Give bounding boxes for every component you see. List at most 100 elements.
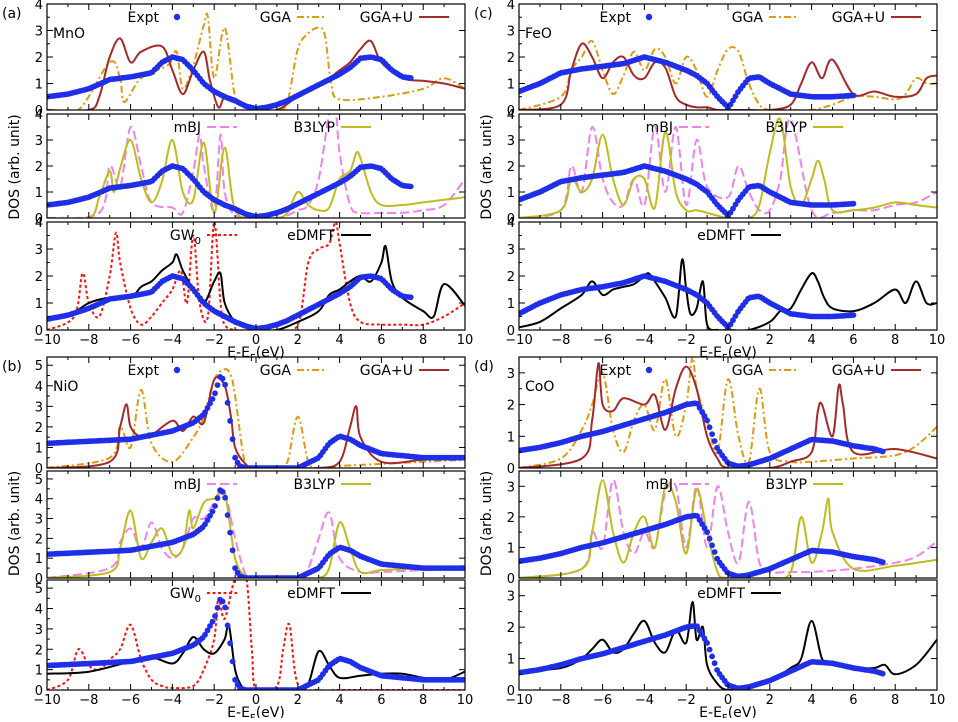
series-edmft [47, 244, 465, 330]
y-tick-label: 3 [35, 623, 43, 638]
y-tick-label: 5 [35, 473, 43, 488]
expt-point [224, 512, 231, 518]
legend: eDMFT [697, 586, 781, 602]
expt-point [696, 405, 703, 411]
expt-point [706, 535, 713, 542]
x-tick-label: −8 [79, 693, 98, 708]
y-tick-label: 1 [35, 297, 43, 312]
plot-area [519, 39, 937, 110]
legend-label-gga-u: GGA+U [832, 363, 885, 379]
expt-point [232, 454, 239, 461]
x-tick-label: 8 [891, 693, 899, 708]
y-tick-label: 0 [507, 572, 515, 587]
expt-point [209, 396, 216, 402]
expt-point [227, 418, 234, 424]
y-tick-label: 3 [35, 243, 43, 258]
y-tick-label: 2 [507, 511, 515, 526]
y-tick-label: 4 [35, 603, 43, 618]
y-tick-label: 2 [507, 399, 515, 414]
legend-label-b3lyp: B3LYP [766, 120, 807, 136]
legend-label-edmft: eDMFT [697, 586, 745, 602]
x-tick-label: 2 [294, 693, 302, 708]
x-tick-label: 10 [929, 693, 946, 708]
expt-point [460, 565, 465, 571]
plot-area [519, 258, 937, 330]
series-expt [47, 273, 414, 330]
x-tick-label: −10 [505, 333, 532, 348]
x-tick-label: −10 [33, 693, 60, 708]
expt-point [407, 294, 414, 301]
material-label: CoO [525, 379, 554, 395]
y-tick-label: 1 [35, 78, 43, 93]
expt-point [209, 508, 216, 515]
legend: Expt GGA GGA+U [599, 10, 921, 26]
series-expt [519, 400, 886, 468]
series-expt [519, 163, 731, 218]
subplot-nio-1: 0 1 2 3 4 5 Expt GGA GGA+U NiO [35, 356, 466, 477]
y-tick-label: 1 [507, 186, 515, 201]
x-tick-label: −4 [163, 333, 182, 348]
series-expt [725, 293, 857, 330]
y-tick-label: 2 [507, 160, 515, 175]
series-expt [47, 596, 465, 690]
material-label: MnO [53, 26, 85, 42]
expt-point [711, 438, 718, 444]
legend-label-edmft: eDMFT [697, 228, 745, 244]
legend: mBJ B3LYP [646, 477, 843, 493]
x-tick-label: 2 [766, 693, 774, 708]
x-tick-label: 6 [377, 693, 385, 708]
y-tick-label: 4 [35, 493, 43, 508]
expt-point [219, 488, 226, 495]
expt-point [232, 565, 239, 571]
legend-label-mbj: mBJ [174, 477, 201, 493]
y-tick-label: 2 [35, 532, 43, 547]
legend-label-gw0: GW0 [170, 228, 201, 247]
y-tick-label: 3 [35, 400, 43, 415]
x-tick-label: 4 [807, 333, 815, 348]
expt-point [214, 604, 221, 611]
series-b3lyp [519, 479, 937, 578]
expt-point [202, 521, 208, 528]
x-tick-label: −4 [635, 333, 654, 348]
expt-point [701, 413, 708, 420]
y-axis-label: DOS (arb. unit) [479, 471, 495, 576]
y-tick-label: 2 [35, 51, 43, 66]
series-expt [47, 163, 414, 218]
series-b3lyp [519, 117, 937, 218]
y-tick-label: 1 [507, 78, 515, 93]
x-tick-label: 2 [766, 333, 774, 348]
x-tick-label: 0 [252, 693, 260, 708]
legend: GW0 eDMFT [170, 228, 371, 247]
expt-point [212, 390, 218, 397]
y-tick-label: 3 [507, 243, 515, 258]
series-mbj [519, 479, 937, 578]
expt-point [229, 436, 236, 443]
x-tick-label: 8 [891, 333, 899, 348]
series-expt [47, 487, 465, 578]
series-expt [519, 273, 731, 330]
x-tick-label: −4 [163, 693, 182, 708]
panel-nio: 0 1 2 3 4 5 Expt GGA GGA+U NiO 0 1 2 3 4 5 mBJ B3LYP −10 −8… [2, 356, 474, 722]
y-tick-label: 0 [35, 572, 43, 587]
expt-point [224, 622, 231, 629]
expt-point [222, 494, 229, 501]
x-tick-label: 6 [377, 333, 385, 348]
expt-point [694, 400, 700, 407]
plot-area [519, 600, 937, 690]
x-tick-label: 10 [457, 693, 474, 708]
y-axis-label: DOS (arb. unit) [479, 114, 495, 219]
y-tick-label: 0 [35, 104, 43, 119]
y-tick-label: 3 [507, 25, 515, 40]
expt-point [227, 640, 234, 647]
x-tick-label: −6 [593, 693, 612, 708]
x-tick-label: −4 [635, 693, 654, 708]
expt-point [202, 631, 208, 638]
expt-point [709, 431, 715, 437]
y-tick-label: 1 [507, 430, 515, 445]
plot-area [47, 114, 465, 218]
material-label: FeO [525, 26, 552, 42]
x-tick-label: 6 [849, 693, 857, 708]
